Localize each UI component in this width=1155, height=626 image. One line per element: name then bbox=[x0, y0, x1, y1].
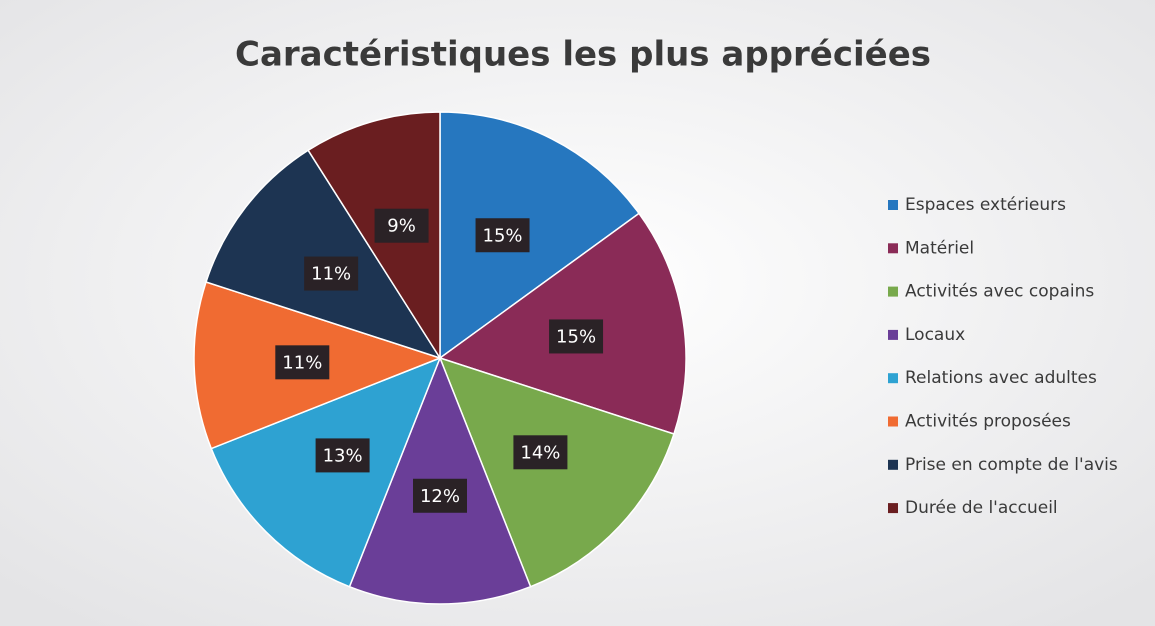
legend-swatch bbox=[888, 286, 898, 297]
legend-label: Activités proposées bbox=[905, 412, 1071, 432]
data-label: 15% bbox=[483, 225, 523, 246]
data-label: 11% bbox=[282, 352, 322, 373]
data-label-box bbox=[413, 478, 467, 513]
legend-swatch bbox=[888, 329, 898, 340]
legend-label: Locaux bbox=[905, 325, 965, 345]
legend-label: Durée de l'accueil bbox=[905, 498, 1058, 518]
data-label-box bbox=[475, 218, 530, 253]
legend-swatch bbox=[888, 373, 898, 384]
legend-swatch bbox=[888, 200, 898, 210]
legend-label: Relations avec adultes bbox=[905, 368, 1097, 388]
data-label-box bbox=[374, 208, 429, 243]
data-label-box bbox=[549, 319, 604, 354]
pie-slice bbox=[439, 111, 641, 360]
chart-title: Caractéristiques les plus appréciées bbox=[235, 35, 931, 75]
legend-swatch bbox=[888, 243, 898, 254]
legend-swatch bbox=[888, 459, 898, 470]
data-label: 15% bbox=[556, 326, 596, 347]
data-label: 12% bbox=[420, 486, 460, 507]
data-label: 13% bbox=[323, 445, 363, 466]
legend-label: Matériel bbox=[905, 238, 974, 258]
legend-swatch bbox=[888, 503, 898, 514]
data-label: 9% bbox=[387, 216, 416, 237]
data-label: 11% bbox=[311, 264, 351, 285]
data-label-box bbox=[304, 256, 359, 291]
legend-label: Prise en compte de l'avis bbox=[905, 455, 1118, 475]
data-label-box bbox=[275, 345, 330, 380]
pie-slice bbox=[307, 111, 441, 361]
pie-slice bbox=[438, 356, 675, 588]
data-label-box bbox=[315, 438, 370, 473]
data-label: 14% bbox=[520, 442, 560, 463]
legend-label: Espaces extérieurs bbox=[905, 195, 1066, 215]
data-label-box bbox=[513, 435, 568, 470]
legend-swatch bbox=[888, 416, 898, 427]
legend-label: Activités avec copains bbox=[905, 282, 1094, 302]
pie-slice bbox=[205, 149, 442, 360]
